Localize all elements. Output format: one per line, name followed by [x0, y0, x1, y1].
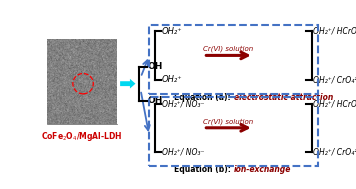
Text: OH: OH — [148, 96, 163, 105]
Text: OH₂⁺/ CrO₄²⁻: OH₂⁺/ CrO₄²⁻ — [313, 148, 356, 156]
Text: Cr(VI) solution: Cr(VI) solution — [203, 118, 254, 125]
Text: OH₂⁺: OH₂⁺ — [162, 27, 182, 36]
Text: OH₂⁺/ NO₃⁻: OH₂⁺/ NO₃⁻ — [162, 99, 204, 108]
Text: OH₂⁺/ CrO₄²⁻: OH₂⁺/ CrO₄²⁻ — [313, 75, 356, 84]
Text: OH₂⁺/ NO₃⁻: OH₂⁺/ NO₃⁻ — [162, 148, 204, 156]
Text: electrostatic attraction: electrostatic attraction — [234, 93, 333, 102]
Text: ion-exchange: ion-exchange — [234, 165, 291, 174]
Text: OH: OH — [148, 62, 163, 71]
Text: OH₂⁺/ HCrO₄⁻: OH₂⁺/ HCrO₄⁻ — [313, 27, 356, 36]
Text: Cr(VI) solution: Cr(VI) solution — [203, 46, 254, 52]
Text: OH₂⁺: OH₂⁺ — [162, 75, 182, 84]
Text: OH₂⁺/ HCrO₄⁻: OH₂⁺/ HCrO₄⁻ — [313, 99, 356, 108]
Text: Equation (b):: Equation (b): — [174, 165, 234, 174]
Text: CoFe$_2$O$_4$/MgAl-LDH: CoFe$_2$O$_4$/MgAl-LDH — [41, 130, 122, 143]
Text: Equation (a):: Equation (a): — [174, 93, 234, 102]
